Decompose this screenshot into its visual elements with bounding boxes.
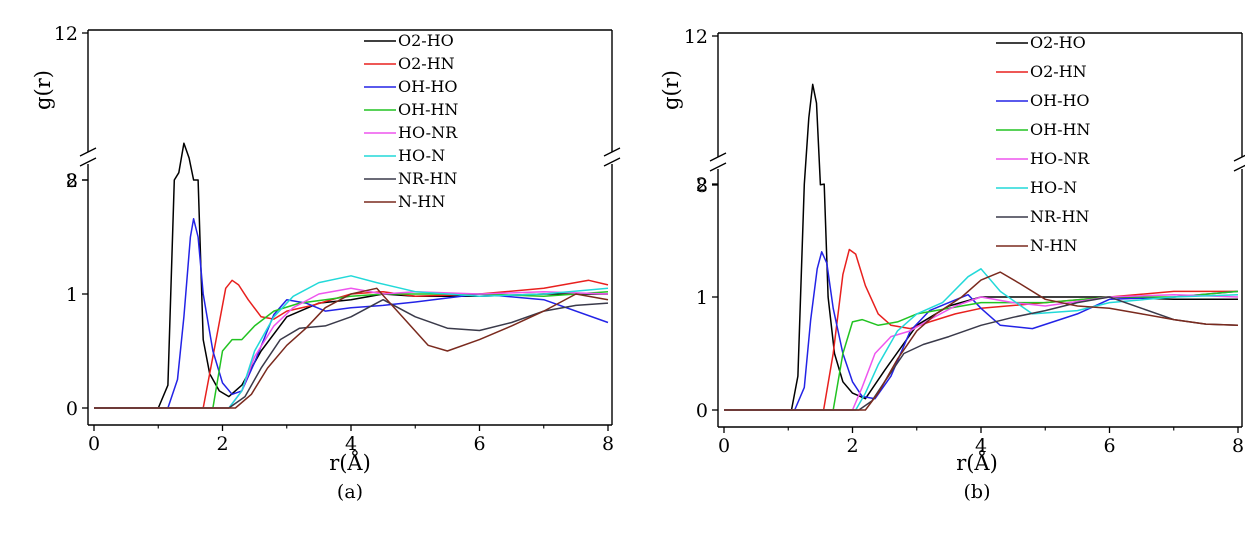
- series-group: [94, 142, 609, 409]
- legend-label: OH-HN: [1030, 120, 1090, 139]
- legend-label: OH-HO: [398, 77, 458, 96]
- y-tick-label: 0: [696, 400, 708, 422]
- y-tick-label: 0: [66, 398, 78, 420]
- y-tick-label: 2: [66, 170, 78, 192]
- axis-break-mark: [709, 162, 727, 172]
- series-line-ho-nr: [724, 293, 1239, 411]
- legend-label: N-HN: [398, 192, 445, 211]
- axis-break-gap: [80, 152, 96, 164]
- series-line-oh-hn: [94, 290, 609, 409]
- axis-break-mark: [79, 147, 97, 157]
- series-line-o2-ho: [94, 142, 608, 409]
- axis-break-mark: [1233, 164, 1245, 172]
- x-tick-label: 8: [1232, 435, 1244, 457]
- axis-break-gap: [710, 157, 726, 169]
- series-group: [724, 83, 1239, 411]
- x-tick-label: 4: [975, 435, 987, 457]
- x-tick-label: 2: [216, 433, 228, 455]
- y-tick-label: 8: [66, 170, 78, 192]
- y-tick-label: 8: [696, 175, 708, 197]
- legend-label: O2-HN: [398, 54, 455, 73]
- series-line-o2-ho: [724, 83, 1238, 411]
- x-tick-label: 0: [718, 435, 730, 457]
- x-tick-label: 8: [602, 433, 614, 455]
- axis-break-mark: [603, 147, 621, 157]
- axis-break-gap: [1234, 157, 1245, 169]
- legend-label: NR-HN: [398, 169, 457, 188]
- legend-label: HO-NR: [1030, 149, 1090, 168]
- x-axis-label: r(Å): [329, 450, 371, 475]
- y-tick-label: 12: [54, 23, 78, 45]
- series-line-n-hn: [94, 287, 609, 409]
- legend-label: HO-N: [398, 146, 445, 165]
- series-line-oh-ho: [94, 218, 609, 409]
- legend: O2-HO O2-HN OH-HO OH-HN HO-NR HO-N NR-HN N-HN: [996, 33, 1090, 255]
- x-tick-label: 2: [846, 435, 858, 457]
- axis-break-gap: [604, 152, 620, 164]
- legend-label: OH-HO: [1030, 91, 1090, 110]
- legend-label: N-HN: [1030, 236, 1077, 255]
- legend-label: HO-N: [1030, 178, 1077, 197]
- series-line-nr-hn: [724, 296, 1239, 411]
- axis-break-mark: [1233, 154, 1245, 162]
- x-tick-label: 0: [88, 433, 100, 455]
- legend-label: OH-HN: [398, 100, 458, 119]
- x-tick-label: 6: [1103, 435, 1115, 457]
- y-tick-label: 1: [696, 287, 708, 309]
- y-tick-label: 12: [684, 26, 708, 48]
- panel-caption: (b): [964, 481, 991, 503]
- y-tick-label: 2: [696, 174, 708, 196]
- axis-break-mark: [79, 157, 97, 167]
- legend-label: O2-HO: [1030, 33, 1086, 52]
- axis-break-mark: [603, 157, 621, 167]
- y-tick-label: 1: [66, 284, 78, 306]
- series-line-nr-hn: [94, 298, 609, 409]
- x-tick-label: 4: [345, 433, 357, 455]
- series-line-ho-n: [94, 275, 609, 409]
- legend-label: O2-HN: [1030, 62, 1087, 81]
- axis-break-mark: [709, 152, 727, 162]
- series-line-oh-ho: [724, 251, 1239, 411]
- x-tick-label: 6: [473, 433, 485, 455]
- series-line-ho-n: [724, 268, 1239, 411]
- legend-label: NR-HN: [1030, 207, 1089, 226]
- y-axis-label: g(r): [659, 70, 683, 110]
- legend-label: HO-NR: [398, 123, 458, 142]
- y-axis-label: g(r): [31, 70, 55, 110]
- legend: O2-HO O2-HN OH-HO OH-HN HO-NR HO-N NR-HN N-HN: [364, 31, 458, 211]
- series-line-n-hn: [724, 271, 1239, 411]
- legend-label: O2-HO: [398, 31, 454, 50]
- panel-caption: (a): [337, 481, 363, 503]
- x-axis-label: r(Å): [956, 450, 998, 475]
